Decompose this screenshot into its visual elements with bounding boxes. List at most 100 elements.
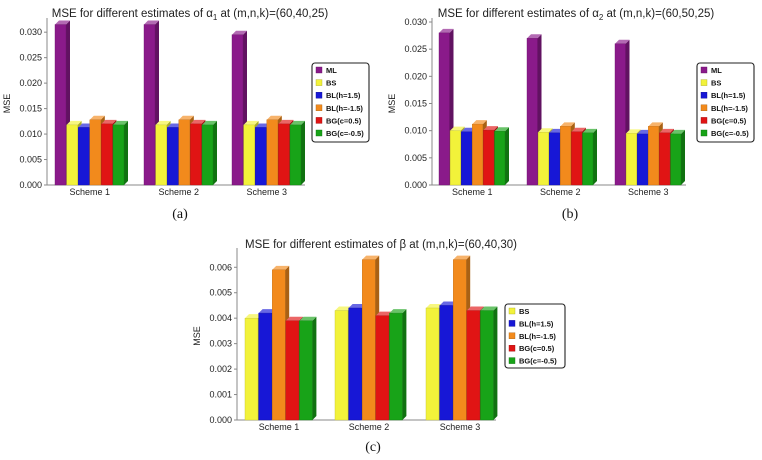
legend-label: BL(h=1.5) (711, 91, 746, 100)
bar-top (483, 126, 498, 131)
bar-top (426, 304, 443, 308)
legend-swatch (315, 104, 323, 112)
legend-item: BG(c=-0.5) (315, 129, 364, 138)
legend-swatch (315, 66, 323, 74)
bar-top (527, 34, 542, 39)
bar-front (494, 131, 506, 186)
bar-top (549, 128, 564, 133)
legend-label: BL(h=1.5) (326, 91, 361, 100)
x-tick-label: Scheme 1 (259, 422, 300, 432)
legend-box (696, 62, 755, 143)
legend-label: BS (711, 79, 721, 88)
legend-item: BL(h=-1.5) (508, 332, 556, 341)
bar-top (648, 122, 663, 127)
bar-front (244, 317, 259, 421)
legend-label: BG(c=0.5) (519, 344, 555, 353)
y-tick-label: 0.000 (19, 180, 42, 190)
bar-front (625, 133, 637, 186)
legend-label: BG(c=0.5) (711, 116, 747, 125)
bar-front (648, 126, 659, 186)
bar-top (659, 128, 674, 133)
bar-top (101, 119, 117, 124)
y-tick-label: 0.025 (404, 44, 427, 54)
chart-title-tail: at (m,n,k)=(60,40,30) (406, 239, 517, 251)
bar-top (480, 306, 498, 311)
y-tick-label: 0.020 (404, 71, 427, 81)
bar-top (538, 128, 553, 133)
bar-front (190, 123, 202, 186)
bar-front (389, 312, 403, 421)
bar-BG(c=-0.5)-Scheme-1 (494, 127, 509, 186)
legend-swatch (315, 79, 323, 86)
chart-title-main: MSE for different estimates of α (52, 8, 213, 20)
bar-BG(c=-0.5)-Scheme-1 (299, 316, 317, 421)
legend-swatch (700, 117, 708, 124)
legend-label: BG(c=-0.5) (711, 129, 749, 138)
legend-item: BG(c=0.5) (700, 116, 747, 125)
figure-caption: (a) (172, 207, 188, 222)
bar-front (537, 132, 549, 186)
y-axis-label: MSE (192, 326, 202, 346)
legend-label: ML (326, 66, 337, 75)
chart-1: MSE for different estimates of α1 at (m,… (2, 8, 370, 222)
bar-front (659, 132, 671, 186)
legend-swatch (700, 91, 708, 99)
bar-top (615, 39, 630, 44)
bar-front (560, 126, 571, 186)
bar-top (190, 119, 206, 124)
legend-label: BG(c=-0.5) (326, 129, 364, 138)
y-tick-label: 0.005 (209, 288, 232, 298)
bar-front (272, 269, 286, 421)
figure-caption: (b) (562, 207, 579, 222)
y-tick-label: 0.010 (404, 126, 427, 136)
bar-top (89, 115, 105, 120)
bar-top (375, 311, 393, 316)
bar-front (299, 320, 313, 421)
chart-title-tail: at (m,n,k)=(60,50,25) (603, 8, 714, 20)
chart-2: MSE for different estimates of α2 at (m,… (387, 8, 755, 222)
bar-top (255, 123, 271, 128)
bar-BG(c=-0.5)-Scheme-3 (670, 129, 685, 186)
bar-BG(c=-0.5)-Scheme-2 (582, 128, 597, 186)
bar-top (389, 309, 407, 314)
legend: BS BL(h=1.5) BL(h=-1.5) BG(c=0.5) BG(c=-0.5) (504, 303, 566, 369)
legend-label: BL(h=-1.5) (519, 332, 556, 341)
legend: ML BS BL(h=1.5) BL(h=-1.5) BG(c=0.5) BG(c=-0.… (311, 62, 370, 143)
x-tick-label: Scheme 2 (540, 187, 581, 197)
legend-label: ML (711, 66, 722, 75)
y-tick-label: 0.005 (404, 153, 427, 163)
bar-front (549, 132, 560, 186)
x-tick-label: Scheme 2 (159, 187, 200, 197)
bar-top (144, 20, 159, 25)
bar-front (266, 119, 278, 186)
bar-front (231, 34, 244, 186)
legend-label: BL(h=1.5) (519, 319, 554, 328)
x-tick-label: Scheme 3 (247, 187, 288, 197)
legend-swatch (700, 104, 708, 112)
legend-swatch (315, 129, 323, 137)
y-tick-label: 0.010 (19, 129, 42, 139)
bar-front (526, 38, 538, 186)
bar-front (571, 131, 583, 186)
bar-BG(c=-0.5)-Scheme-3 (289, 120, 305, 186)
bar-front (112, 124, 125, 186)
legend-item: BL(h=1.5) (315, 91, 361, 100)
bar-front (254, 127, 267, 186)
bar-top (55, 20, 70, 25)
bar-top (266, 115, 282, 120)
bar-front (89, 119, 102, 186)
legend-swatch (508, 320, 516, 327)
bar-front (425, 307, 440, 421)
chart-title-main: MSE for different estimates of β (245, 239, 406, 251)
bar-top (494, 127, 509, 132)
legend-label: BL(h=-1.5) (711, 104, 748, 113)
legend-label: BG(c=-0.5) (519, 357, 557, 366)
y-tick-label: 0.030 (404, 17, 427, 27)
bar-front (614, 43, 626, 186)
bar-top (245, 314, 262, 319)
bar-front (243, 124, 255, 186)
bar-top (362, 255, 380, 260)
bar-side (493, 306, 498, 420)
y-tick-label: 0.030 (19, 27, 42, 37)
